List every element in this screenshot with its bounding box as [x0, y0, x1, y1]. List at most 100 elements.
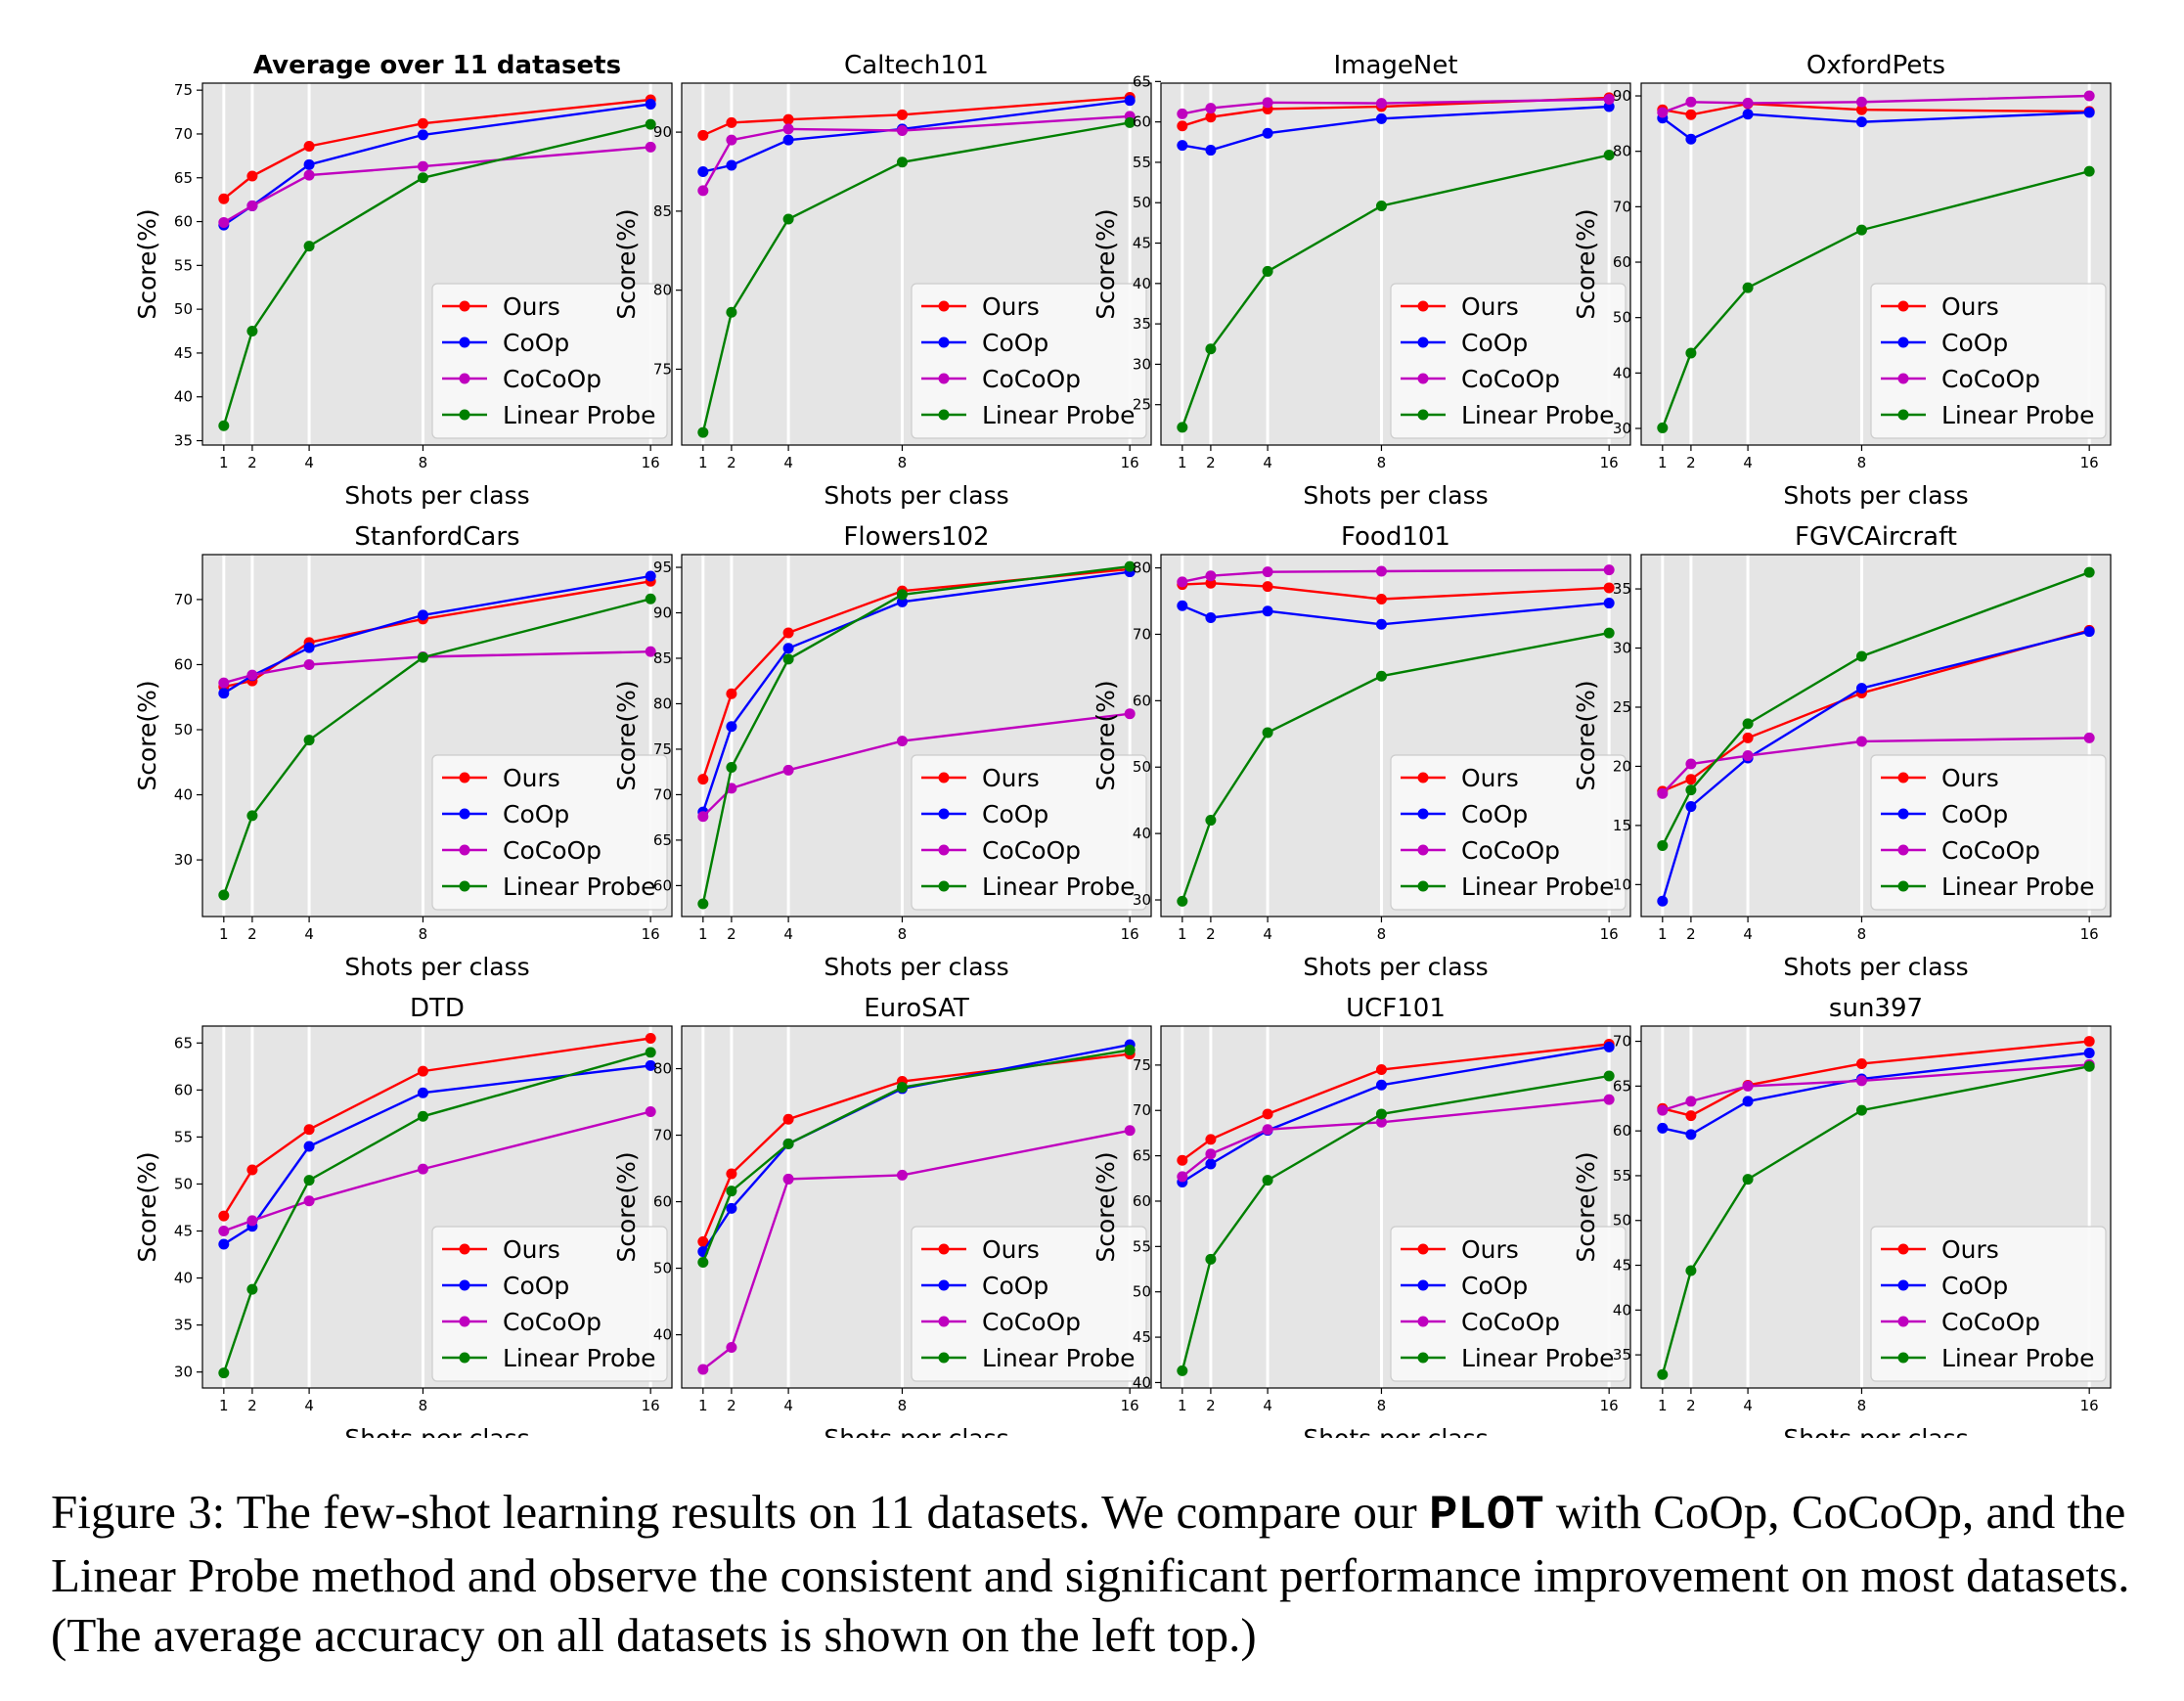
panel-food101-legend-box: [1390, 754, 1627, 911]
panel-average-over-11-datasets-legend-box: [431, 283, 668, 439]
panel-oxfordpets-legend-swatch-marker: [1897, 409, 1909, 421]
panel-imagenet-y-tick-label: 45: [1133, 235, 1151, 252]
panel-sun397-point-linear-probe: [1657, 1368, 1669, 1380]
panel-fgvcaircraft-point-coop: [2083, 626, 2095, 638]
panel-oxfordpets-point-cocoop: [1742, 97, 1754, 109]
panel-fgvcaircraft-point-cocoop: [1657, 787, 1669, 799]
panel-sun397-point-cocoop: [1742, 1080, 1754, 1092]
panel-imagenet-point-coop: [1262, 127, 1273, 139]
panel-flowers102-point-ours: [697, 774, 709, 785]
panel-ucf101-y-tick-label: 40: [1133, 1373, 1151, 1391]
panel-average-over-11-datasets-legend-entry-coop: CoOp: [442, 329, 569, 357]
panel-food101-x-tick-label: 2: [1206, 925, 1216, 943]
panel-fgvcaircraft-point-coop: [1657, 895, 1669, 907]
panel-food101-point-coop: [1603, 598, 1615, 609]
panel-flowers102-x-tick-label: 2: [727, 925, 736, 943]
panel-average-over-11-datasets-legend-swatch-marker: [459, 373, 470, 384]
panel-dtd-point-cocoop: [218, 1226, 230, 1237]
panel-oxfordpets-point-cocoop: [1685, 96, 1697, 108]
panel-stanfordcars-legend-swatch-marker: [459, 772, 470, 783]
panel-ucf101-point-coop: [1603, 1041, 1615, 1052]
panel-food101-frame: [1160, 554, 1631, 918]
panel-dtd-point-ours: [246, 1164, 258, 1176]
panel-dtd-y-tick-label: 45: [174, 1223, 193, 1240]
panel-flowers102-y-tick-label: 65: [653, 831, 672, 849]
panel-eurosat-legend-entry-cocoop: CoCoOp: [921, 1308, 1081, 1336]
panel-flowers102-point-linear-probe: [726, 762, 737, 774]
panel-stanfordcars-point-coop: [303, 642, 315, 653]
panel-oxfordpets-legend-entry-ours: Ours: [1881, 292, 1999, 321]
panel-oxfordpets-legend-label: CoOp: [1941, 329, 2008, 357]
panel-food101-x-tick-label: 1: [1178, 925, 1187, 943]
panel-dtd-legend-label: CoCoOp: [503, 1308, 602, 1336]
panel-stanfordcars-y-axis-label: Score(%): [133, 680, 161, 790]
panel-caltech101-point-cocoop: [697, 185, 709, 197]
panel-oxfordpets-point-ours: [1685, 109, 1697, 120]
panel-oxfordpets-legend-entry-linear-probe: Linear Probe: [1881, 401, 2095, 429]
panel-sun397-legend-entry-cocoop: CoCoOp: [1881, 1308, 2040, 1336]
panel-dtd-point-linear-probe: [246, 1283, 258, 1295]
panel-eurosat-x-tick-label: 4: [783, 1397, 793, 1414]
panel-stanfordcars-x-axis-label: Shots per class: [344, 953, 529, 981]
panel-eurosat-legend-label: CoOp: [982, 1272, 1048, 1300]
panel-ucf101-y-tick-label: 55: [1133, 1237, 1151, 1255]
panel-stanfordcars-x-tick-label: 4: [304, 925, 314, 943]
panel-ucf101-legend-swatch-marker: [1417, 1279, 1429, 1291]
panel-stanfordcars-y-tick-label: 40: [174, 786, 193, 804]
panel-food101-point-cocoop: [1262, 566, 1273, 578]
panel-imagenet-point-cocoop: [1205, 103, 1217, 114]
panel-ucf101-legend-entry-coop: CoOp: [1401, 1272, 1528, 1300]
panel-eurosat: 1 2 4 8 16 40 50 60 70 80 EuroSAT Shots per class Sc…: [612, 994, 1152, 1438]
panel-eurosat-point-linear-probe: [697, 1256, 709, 1268]
panel-oxfordpets-y-tick-label: 40: [1613, 364, 1631, 381]
panel-fgvcaircraft-point-linear-probe: [1657, 839, 1669, 851]
panel-food101-x-tick-label: 8: [1377, 925, 1387, 943]
panel-flowers102-y-tick-label: 80: [653, 694, 672, 712]
panel-sun397-y-axis-label: Score(%): [1572, 1151, 1600, 1262]
panel-oxfordpets-point-coop: [1742, 109, 1754, 120]
panel-flowers102-point-coop: [726, 721, 737, 733]
panel-fgvcaircraft-x-axis-label: Shots per class: [1783, 953, 1968, 981]
panel-dtd-x-tick-label: 8: [419, 1397, 428, 1414]
panel-fgvcaircraft-legend-swatch-marker: [1897, 808, 1909, 820]
panel-food101-point-ours: [1375, 593, 1387, 604]
panel-average-over-11-datasets-point-linear-probe: [218, 420, 230, 431]
panel-caltech101-legend-swatch-marker: [938, 336, 950, 348]
panel-stanfordcars-x-tick-label: 16: [642, 925, 660, 943]
panel-dtd-x-tick-label: 16: [642, 1397, 660, 1414]
panel-average-over-11-datasets-legend-label: Ours: [503, 292, 560, 321]
panel-stanfordcars-point-linear-probe: [645, 593, 656, 604]
panel-food101-legend-label: Ours: [1461, 764, 1519, 792]
panel-eurosat-x-tick-label: 16: [1121, 1397, 1139, 1414]
panel-food101-point-linear-probe: [1177, 895, 1188, 907]
panel-eurosat-legend-swatch-marker: [938, 1316, 950, 1327]
panel-stanfordcars-y-tick-label: 30: [174, 851, 193, 869]
panel-caltech101-x-axis-label: Shots per class: [824, 481, 1008, 510]
panel-dtd-y-tick-label: 55: [174, 1128, 193, 1145]
panel-ucf101-frame: [1160, 1025, 1631, 1389]
panel-caltech101-point-linear-probe: [726, 306, 737, 318]
panel-sun397-y-tick-label: 65: [1613, 1077, 1631, 1095]
panel-oxfordpets-legend-label: Linear Probe: [1941, 401, 2095, 429]
panel-imagenet-point-cocoop: [1177, 108, 1188, 119]
panel-fgvcaircraft-point-linear-probe: [1742, 718, 1754, 730]
panel-stanfordcars-legend-box: [431, 754, 668, 911]
panel-oxfordpets-point-linear-probe: [1742, 282, 1754, 293]
panel-caltech101-title: Caltech101: [844, 51, 989, 80]
panel-ucf101-legend-label: CoOp: [1461, 1272, 1528, 1300]
panel-stanfordcars: 1 2 4 8 16 30 40 50 60 70 StanfordCars Shots per cl…: [133, 522, 673, 981]
panel-flowers102-point-linear-probe: [1124, 560, 1136, 572]
panel-sun397-legend-swatch-marker: [1897, 1279, 1909, 1291]
panel-flowers102-legend-label: CoCoOp: [982, 836, 1081, 865]
panel-caltech101-point-linear-probe: [896, 157, 908, 168]
panel-caltech101-y-tick-label: 75: [653, 360, 672, 378]
panel-caltech101-y-axis-label: Score(%): [612, 208, 641, 319]
panel-stanfordcars-x-tick-label: 1: [219, 925, 229, 943]
panel-eurosat-legend: Ours CoOp CoCoOp Linear Probe: [911, 1226, 1147, 1382]
panel-sun397-legend-entry-linear-probe: Linear Probe: [1881, 1344, 2095, 1372]
panel-eurosat-legend-swatch-marker: [938, 1352, 950, 1364]
panel-food101-point-linear-probe: [1205, 815, 1217, 827]
panel-food101-point-cocoop: [1177, 576, 1188, 588]
panel-flowers102-point-ours: [782, 627, 794, 639]
